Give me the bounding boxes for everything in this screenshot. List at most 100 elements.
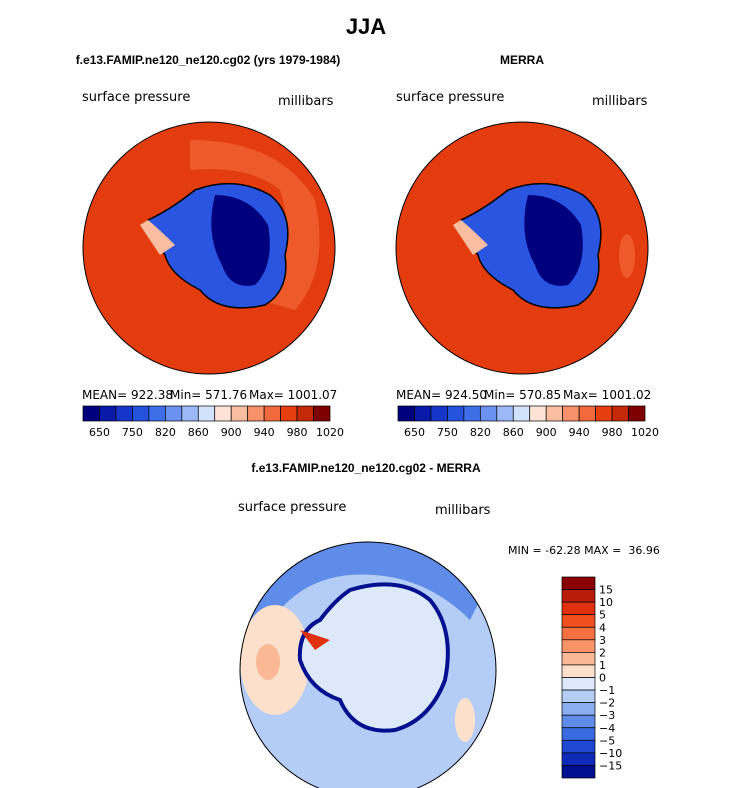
stat: Max= 1001.07 <box>249 388 337 402</box>
colorbar-box <box>296 405 314 422</box>
colorbar-box <box>463 405 481 422</box>
colorbar-box <box>561 677 596 691</box>
colorbar: 650 750 820 860 900 940 980 1020 <box>397 405 659 439</box>
colorbar-label: −3 <box>599 709 615 722</box>
colorbar-label: −5 <box>599 734 615 747</box>
colorbar-box <box>595 405 613 422</box>
colorbar-box <box>247 405 265 422</box>
colorbar-label: 900 <box>536 426 557 439</box>
colorbar-box <box>313 405 331 422</box>
colorbar-box <box>197 405 216 422</box>
colorbar-label: 980 <box>602 426 623 439</box>
units-label: millibars <box>435 503 491 518</box>
colorbar-box <box>562 405 580 422</box>
colorbar-box <box>512 405 531 422</box>
colorbar-box <box>561 589 596 603</box>
colorbar-label: 750 <box>122 426 143 439</box>
colorbar-box <box>578 405 596 422</box>
map <box>83 122 335 374</box>
colorbar-box <box>561 702 596 716</box>
colorbar-box <box>280 405 298 422</box>
colorbar-label: 15 <box>599 584 613 597</box>
units-label: millibars <box>592 94 648 109</box>
colorbar-label: 820 <box>470 426 491 439</box>
colorbar-label: 650 <box>404 426 425 439</box>
colorbar-label: 10 <box>599 596 613 609</box>
colorbar-label: −1 <box>599 684 615 697</box>
colorbar-label: 650 <box>89 426 110 439</box>
colorbar-label: 5 <box>599 609 606 622</box>
variable-label: surface pressure <box>396 90 504 105</box>
colorbar-label: 0 <box>599 672 606 685</box>
colorbar-label: 4 <box>599 621 606 634</box>
colorbar-box <box>181 405 199 422</box>
map <box>240 542 496 788</box>
colorbar-box <box>628 405 646 422</box>
map-border <box>395 121 649 375</box>
colorbar-box <box>529 405 547 422</box>
colorbar-box <box>561 664 596 678</box>
colorbar-label: 860 <box>188 426 209 439</box>
colorbar-box <box>148 405 166 422</box>
colorbar-box <box>561 689 596 703</box>
stat: Max= 1001.02 <box>563 388 651 402</box>
colorbar-label: −2 <box>599 697 615 710</box>
colorbar-box <box>447 405 465 422</box>
variable-label: surface pressure <box>82 90 190 105</box>
figure-title: JJA <box>346 14 386 39</box>
colorbar-label: 860 <box>503 426 524 439</box>
colorbar-label: 2 <box>599 646 606 659</box>
panel-title: f.e13.FAMIP.ne120_ne120.cg02 - MERRA <box>251 461 481 475</box>
colorbar-box <box>263 405 281 422</box>
colorbar-label: 1 <box>599 659 606 672</box>
colorbar-box <box>479 405 498 422</box>
colorbar-box <box>397 405 415 422</box>
colorbar-box <box>115 405 133 422</box>
colorbar-label: 940 <box>254 426 275 439</box>
colorbar-box <box>230 405 249 422</box>
colorbar-box <box>561 739 596 754</box>
colorbar-box <box>561 601 596 616</box>
colorbar-label: −10 <box>599 747 622 760</box>
colorbar-label: 900 <box>221 426 242 439</box>
colorbar-label: 1020 <box>631 426 659 439</box>
stat: MIN = -62.28 MAX = 36.96 <box>508 544 660 557</box>
stat: Min= 571.76 <box>170 388 247 402</box>
stat: Min= 570.85 <box>484 388 561 402</box>
colorbar-label: −15 <box>599 759 622 772</box>
colorbar-box <box>561 639 596 653</box>
colorbar-label: 750 <box>437 426 458 439</box>
colorbar-box <box>99 405 117 422</box>
panel-title: f.e13.FAMIP.ne120_ne120.cg02 (yrs 1979-1… <box>76 53 341 67</box>
colorbar-box <box>561 614 596 628</box>
colorbar-label: 940 <box>569 426 590 439</box>
colorbar-box <box>561 765 596 779</box>
map-border <box>82 121 336 375</box>
colorbar-box <box>561 714 596 729</box>
map <box>396 122 648 374</box>
colorbar-label: −4 <box>599 722 615 735</box>
colorbar-label: 820 <box>155 426 176 439</box>
colorbar-box <box>561 727 596 741</box>
colorbar-box <box>164 405 183 422</box>
colorbar-box <box>214 405 232 422</box>
colorbar-box <box>430 405 448 422</box>
colorbar-box <box>496 405 514 422</box>
stat: MEAN= 922.38 <box>82 388 173 402</box>
colorbar-box <box>545 405 564 422</box>
colorbar-box <box>561 752 596 766</box>
colorbar: 650 750 820 860 900 940 980 1020 <box>82 405 344 439</box>
colorbar-label: 1020 <box>316 426 344 439</box>
colorbar-box <box>611 405 629 422</box>
colorbar-label: 980 <box>287 426 308 439</box>
variable-label: surface pressure <box>238 500 346 515</box>
colorbar-box <box>132 405 150 422</box>
colorbar-label: 3 <box>599 634 606 647</box>
colorbar-box <box>82 405 100 422</box>
colorbar-box <box>561 576 596 590</box>
colorbar-box <box>414 405 432 422</box>
units-label: millibars <box>278 94 334 109</box>
map-border <box>239 541 497 788</box>
colorbar-box <box>561 626 596 641</box>
